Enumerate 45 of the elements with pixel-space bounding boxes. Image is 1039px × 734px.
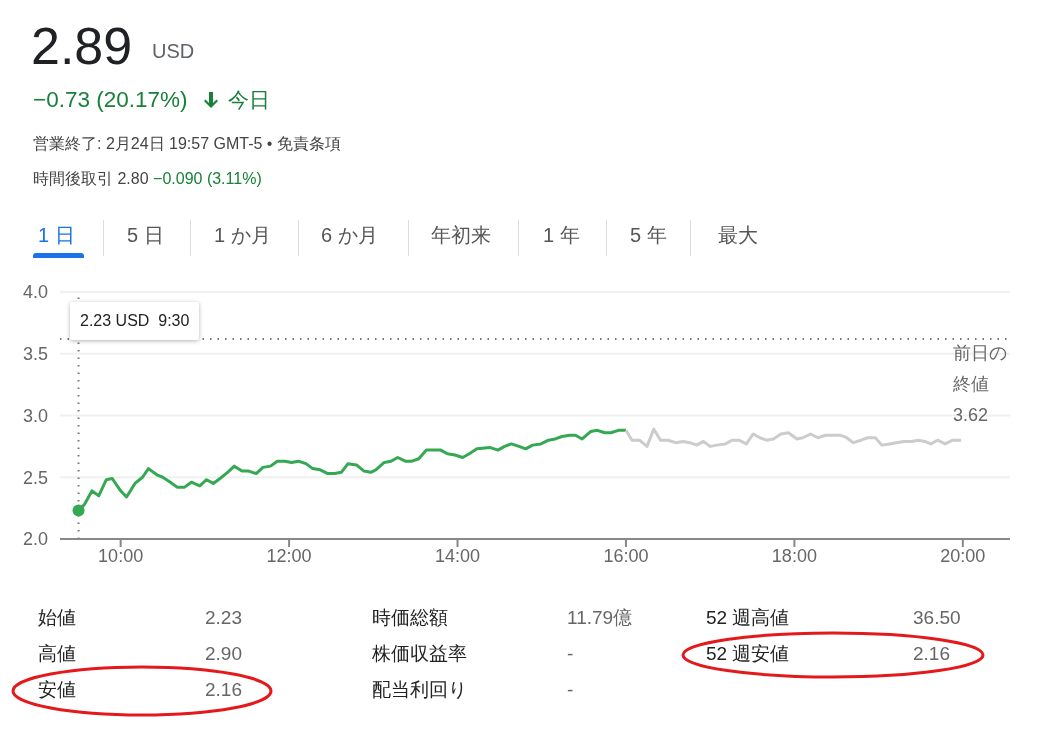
text: 安値 xyxy=(38,679,76,700)
text: 52 週安値 xyxy=(706,643,790,664)
x-tick-label: 10:00 xyxy=(98,545,144,566)
text: 2.90 xyxy=(205,643,242,664)
y-tick-label: 3.5 xyxy=(22,344,48,365)
text: 時間後取引 2.80 xyxy=(33,170,149,187)
text: 6 か月 xyxy=(321,224,378,246)
text: 最大 xyxy=(718,224,758,246)
y-tick-label: 4.0 xyxy=(22,282,48,303)
text: 時価総額 xyxy=(372,607,448,628)
y-tick-label: 3.0 xyxy=(22,405,48,426)
text: 1 日 xyxy=(38,224,75,246)
y-tick-label: 2.5 xyxy=(22,467,48,488)
text: USD xyxy=(152,40,195,62)
text: 年初来 xyxy=(431,224,491,246)
chart-title: 2.89 xyxy=(31,17,133,75)
x-tick-label: 14:00 xyxy=(434,545,481,566)
text: 36.50 xyxy=(913,607,961,628)
text: 11.79億 xyxy=(567,607,633,628)
x-tick-label: 12:00 xyxy=(266,545,312,566)
text: 株価収益率 xyxy=(372,643,467,664)
text: 2.23 xyxy=(205,607,242,628)
x-tick-label: 20:00 xyxy=(940,545,986,566)
line-series xyxy=(624,427,963,448)
text: 始値 xyxy=(38,607,76,628)
x-tick-label: 16:00 xyxy=(603,545,649,566)
text: 5 日 xyxy=(127,224,164,246)
text: - xyxy=(567,643,574,664)
text: 営業終了: 2月24日 19:57 GMT-5 • 免責条項 xyxy=(33,135,341,152)
text: - xyxy=(567,679,574,700)
text: 5 年 xyxy=(630,224,667,246)
text: −0.090 (3.11%) xyxy=(153,170,262,187)
text: 1 か月 xyxy=(214,224,271,246)
y-tick-label: 2.0 xyxy=(22,529,48,550)
text: 2.16 xyxy=(205,679,242,700)
text: 配当利回り xyxy=(372,679,467,700)
text: 2.16 xyxy=(913,643,950,664)
text: 1 年 xyxy=(543,224,580,246)
text: 高値 xyxy=(38,643,76,664)
ref-line-label: 前日の終値 3.62 xyxy=(952,342,1007,425)
text: −0.73 (20.17%) xyxy=(33,87,188,112)
text: 52 週高値 xyxy=(706,607,790,628)
x-tick-label: 18:00 xyxy=(771,545,817,566)
annotation: 2.23 USD 9:30 xyxy=(70,302,200,340)
text: 今日 xyxy=(228,88,270,111)
